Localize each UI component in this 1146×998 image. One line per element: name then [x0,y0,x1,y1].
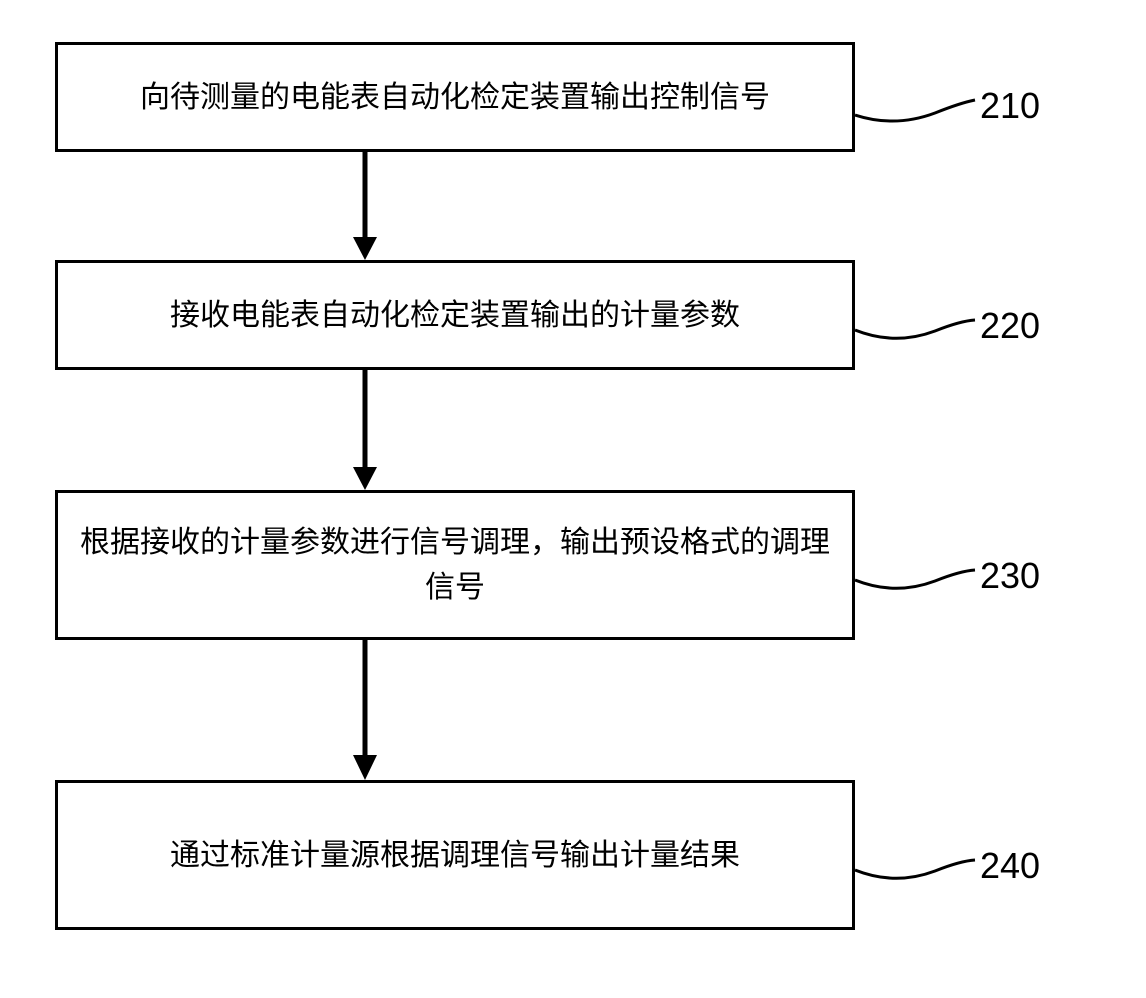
flowchart-container: 向待测量的电能表自动化检定装置输出控制信号 210 接收电能表自动化检定装置输出… [0,0,1146,998]
flow-step-3: 根据接收的计量参数进行信号调理，输出预设格式的调理信号 [55,490,855,640]
flow-step-4-text: 通过标准计量源根据调理信号输出计量结果 [170,833,740,878]
flow-step-4-label: 240 [980,845,1040,887]
flow-step-1-label: 210 [980,85,1040,127]
flow-step-3-text: 根据接收的计量参数进行信号调理，输出预设格式的调理信号 [78,520,832,610]
flow-step-1: 向待测量的电能表自动化检定装置输出控制信号 [55,42,855,152]
flow-step-3-label: 230 [980,555,1040,597]
flow-step-2-text: 接收电能表自动化检定装置输出的计量参数 [170,293,740,338]
arrow-1-2 [345,152,385,264]
flow-step-2: 接收电能表自动化检定装置输出的计量参数 [55,260,855,370]
connector-1 [855,88,980,138]
flow-step-2-label: 220 [980,305,1040,347]
connector-3 [855,558,980,608]
arrow-3-4 [345,640,385,784]
flow-step-1-text: 向待测量的电能表自动化检定装置输出控制信号 [140,75,770,120]
flow-step-4: 通过标准计量源根据调理信号输出计量结果 [55,780,855,930]
connector-2 [855,308,980,358]
arrow-2-3 [345,370,385,494]
connector-4 [855,848,980,898]
